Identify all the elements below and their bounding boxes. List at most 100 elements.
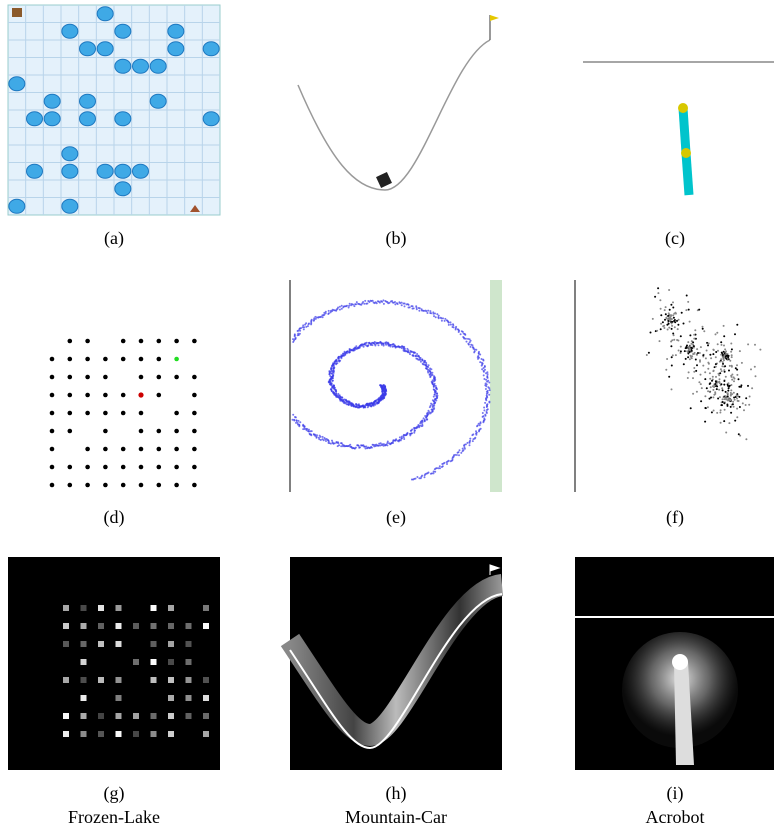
dot: [736, 394, 738, 396]
dot: [448, 322, 450, 324]
dot: [704, 407, 706, 409]
dot: [475, 434, 477, 436]
dot: [716, 332, 718, 334]
dot: [300, 327, 302, 329]
dot: [741, 362, 743, 364]
dot: [747, 343, 749, 345]
dot: [462, 331, 464, 333]
state-dot: [139, 339, 144, 344]
dot: [397, 303, 399, 305]
state-dot: [192, 465, 197, 470]
dot: [696, 364, 698, 366]
dot: [730, 351, 732, 353]
dot: [467, 442, 469, 444]
dot: [704, 421, 706, 423]
dot: [466, 341, 468, 343]
hole: [44, 112, 60, 126]
dot: [728, 382, 730, 384]
dot: [738, 400, 740, 402]
dot: [336, 362, 338, 364]
hole: [115, 112, 131, 126]
dot: [483, 409, 485, 411]
dot: [419, 307, 421, 309]
dot: [427, 366, 429, 368]
dot: [691, 357, 693, 359]
state-icon: [168, 623, 174, 629]
state-dot: [85, 483, 90, 488]
dot: [730, 406, 732, 408]
dot: [296, 419, 298, 421]
dot: [335, 359, 337, 361]
state-dot: [50, 447, 55, 452]
dot: [721, 344, 723, 346]
dot: [337, 393, 339, 395]
dot: [745, 404, 747, 406]
env-name: Mountain-Car: [345, 807, 447, 827]
dot: [376, 403, 378, 405]
dot: [689, 334, 691, 336]
state-icon: [203, 677, 209, 683]
dot: [702, 328, 704, 330]
dot: [722, 401, 724, 403]
dot: [731, 356, 733, 358]
dot: [727, 392, 729, 394]
dot: [429, 376, 431, 378]
dot: [710, 397, 712, 399]
dot: [413, 307, 415, 309]
state-dot: [103, 447, 108, 452]
dot: [292, 419, 294, 421]
dot: [695, 359, 697, 361]
dot: [416, 476, 418, 478]
dot: [424, 474, 426, 476]
dot: [722, 361, 724, 363]
dot: [721, 352, 723, 354]
dot: [333, 384, 335, 386]
dot: [366, 342, 368, 344]
state-dot: [85, 339, 90, 344]
dot: [485, 415, 487, 417]
dot: [671, 318, 673, 320]
panel-label: (d): [104, 507, 125, 528]
dot: [427, 310, 429, 312]
dot: [424, 476, 426, 478]
dot: [339, 306, 341, 308]
dot: [483, 378, 485, 380]
trajectory-dots: [646, 287, 762, 440]
dot: [481, 365, 483, 367]
hole: [168, 42, 184, 56]
dot: [485, 379, 487, 381]
dot: [302, 424, 304, 426]
dot: [728, 370, 730, 372]
dot: [427, 372, 429, 374]
dot: [689, 358, 691, 360]
state-dot: [157, 429, 162, 434]
dot: [378, 344, 380, 346]
dot: [729, 365, 731, 367]
dot: [671, 356, 673, 358]
dot: [665, 306, 667, 308]
hole: [115, 164, 131, 178]
dot: [703, 330, 705, 332]
dot: [328, 442, 330, 444]
dot: [669, 320, 671, 322]
dot: [441, 320, 443, 322]
dot: [667, 329, 669, 331]
hole: [115, 59, 131, 73]
dot: [734, 333, 736, 335]
dot: [436, 313, 438, 315]
dot: [708, 363, 710, 365]
dot: [671, 328, 673, 330]
dot: [408, 304, 410, 306]
panel-label: (h): [386, 783, 407, 804]
dot: [425, 310, 427, 312]
state-icon: [168, 605, 174, 611]
dot: [733, 406, 735, 408]
dot: [328, 310, 330, 312]
dot: [488, 382, 490, 384]
state-dot: [50, 411, 55, 416]
dot: [678, 319, 680, 321]
dot: [480, 422, 482, 424]
state-icon: [203, 623, 209, 629]
dot: [659, 299, 661, 301]
dot: [330, 388, 332, 390]
